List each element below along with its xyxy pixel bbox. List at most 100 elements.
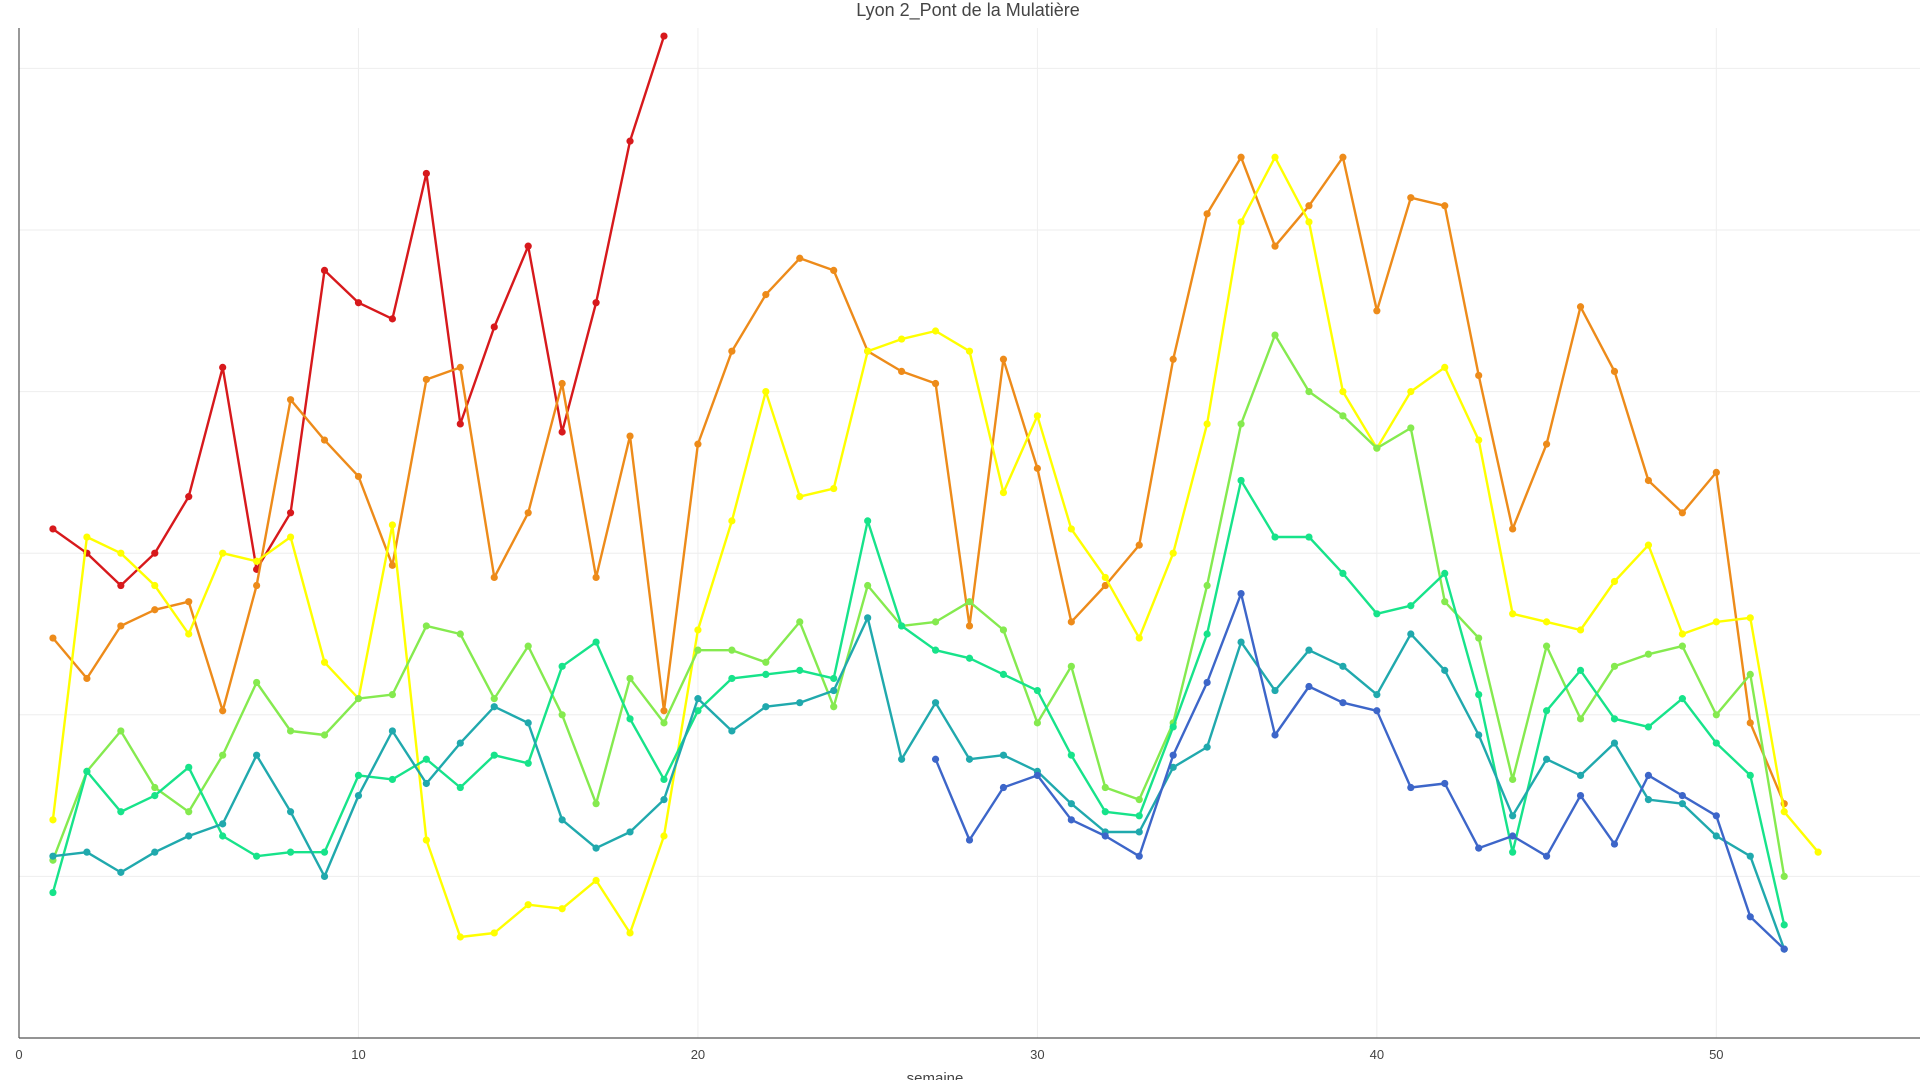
data-point[interactable] bbox=[286, 808, 295, 816]
data-point[interactable] bbox=[1610, 577, 1619, 586]
data-point[interactable] bbox=[558, 711, 566, 719]
data-point[interactable] bbox=[898, 755, 906, 763]
data-point[interactable] bbox=[999, 489, 1008, 497]
data-point[interactable] bbox=[388, 775, 397, 784]
data-point[interactable] bbox=[1780, 945, 1788, 953]
data-point[interactable] bbox=[422, 755, 430, 763]
data-point[interactable] bbox=[1644, 650, 1653, 658]
data-point[interactable] bbox=[219, 363, 227, 371]
data-point[interactable] bbox=[1712, 468, 1720, 476]
data-point[interactable] bbox=[796, 618, 804, 626]
data-point[interactable] bbox=[422, 836, 430, 844]
data-point[interactable] bbox=[728, 517, 736, 525]
data-point[interactable] bbox=[626, 929, 634, 937]
data-point[interactable] bbox=[49, 634, 57, 642]
data-point[interactable] bbox=[1203, 743, 1211, 751]
data-point[interactable] bbox=[1339, 153, 1347, 161]
data-point[interactable] bbox=[49, 525, 57, 533]
data-point[interactable] bbox=[1509, 832, 1517, 840]
data-point[interactable] bbox=[1576, 792, 1585, 800]
data-point[interactable] bbox=[1712, 739, 1720, 747]
data-point[interactable] bbox=[286, 727, 295, 735]
data-point[interactable] bbox=[422, 169, 430, 178]
data-point[interactable] bbox=[388, 521, 397, 529]
data-point[interactable] bbox=[660, 707, 668, 715]
data-point[interactable] bbox=[1067, 816, 1075, 824]
data-point[interactable] bbox=[1441, 569, 1449, 578]
data-point[interactable] bbox=[1373, 610, 1381, 618]
data-point[interactable] bbox=[1475, 844, 1483, 852]
data-point[interactable] bbox=[1576, 771, 1585, 780]
data-point[interactable] bbox=[1475, 731, 1483, 739]
data-point[interactable] bbox=[456, 739, 464, 747]
data-point[interactable] bbox=[388, 561, 397, 569]
data-point[interactable] bbox=[1644, 771, 1653, 780]
data-point[interactable] bbox=[762, 703, 770, 711]
data-point[interactable] bbox=[931, 379, 940, 388]
data-point[interactable] bbox=[49, 852, 57, 860]
data-point[interactable] bbox=[558, 428, 566, 436]
data-point[interactable] bbox=[151, 549, 159, 557]
data-point[interactable] bbox=[796, 254, 804, 262]
data-point[interactable] bbox=[320, 658, 329, 666]
data-point[interactable] bbox=[1101, 783, 1109, 792]
data-point[interactable] bbox=[1407, 424, 1415, 432]
data-point[interactable] bbox=[422, 622, 430, 630]
data-point[interactable] bbox=[49, 816, 57, 824]
data-point[interactable] bbox=[660, 775, 668, 784]
data-point[interactable] bbox=[320, 266, 329, 274]
data-point[interactable] bbox=[1237, 476, 1245, 485]
data-point[interactable] bbox=[320, 436, 329, 444]
data-point[interactable] bbox=[965, 654, 974, 662]
data-point[interactable] bbox=[1101, 832, 1109, 840]
data-point[interactable] bbox=[219, 549, 227, 557]
data-point[interactable] bbox=[830, 674, 838, 683]
data-point[interactable] bbox=[1305, 218, 1313, 226]
data-point[interactable] bbox=[490, 323, 498, 331]
data-point[interactable] bbox=[1135, 828, 1143, 836]
data-point[interactable] bbox=[558, 816, 566, 824]
data-point[interactable] bbox=[931, 618, 940, 626]
data-point[interactable] bbox=[1644, 723, 1653, 731]
data-point[interactable] bbox=[1271, 153, 1279, 161]
data-point[interactable] bbox=[999, 626, 1008, 634]
data-point[interactable] bbox=[1407, 630, 1415, 638]
data-point[interactable] bbox=[117, 808, 125, 816]
data-point[interactable] bbox=[219, 832, 227, 840]
data-point[interactable] bbox=[185, 493, 193, 501]
data-point[interactable] bbox=[796, 699, 804, 707]
data-point[interactable] bbox=[728, 674, 736, 683]
data-point[interactable] bbox=[1067, 525, 1075, 533]
data-point[interactable] bbox=[1814, 848, 1822, 856]
data-point[interactable] bbox=[999, 670, 1008, 679]
data-point[interactable] bbox=[1780, 921, 1788, 929]
data-point[interactable] bbox=[1746, 913, 1754, 921]
data-point[interactable] bbox=[592, 638, 600, 646]
data-point[interactable] bbox=[1067, 662, 1075, 670]
data-point[interactable] bbox=[592, 299, 600, 307]
data-point[interactable] bbox=[1169, 751, 1177, 759]
data-point[interactable] bbox=[1712, 711, 1720, 719]
data-point[interactable] bbox=[1237, 420, 1245, 428]
data-point[interactable] bbox=[1033, 719, 1041, 727]
data-point[interactable] bbox=[253, 581, 261, 590]
data-point[interactable] bbox=[456, 783, 464, 792]
data-point[interactable] bbox=[660, 832, 668, 840]
data-point[interactable] bbox=[1712, 812, 1720, 820]
data-point[interactable] bbox=[219, 820, 227, 828]
data-point[interactable] bbox=[1339, 699, 1347, 707]
data-point[interactable] bbox=[965, 347, 974, 355]
data-point[interactable] bbox=[354, 299, 363, 307]
data-point[interactable] bbox=[728, 727, 736, 735]
data-point[interactable] bbox=[558, 662, 566, 670]
data-point[interactable] bbox=[354, 695, 363, 703]
data-point[interactable] bbox=[151, 783, 159, 792]
data-point[interactable] bbox=[1305, 202, 1313, 210]
data-point[interactable] bbox=[490, 695, 498, 703]
data-point[interactable] bbox=[1509, 848, 1517, 856]
data-point[interactable] bbox=[626, 828, 634, 836]
data-point[interactable] bbox=[219, 751, 227, 759]
data-point[interactable] bbox=[1475, 691, 1483, 699]
data-point[interactable] bbox=[558, 379, 566, 388]
data-point[interactable] bbox=[185, 808, 193, 816]
